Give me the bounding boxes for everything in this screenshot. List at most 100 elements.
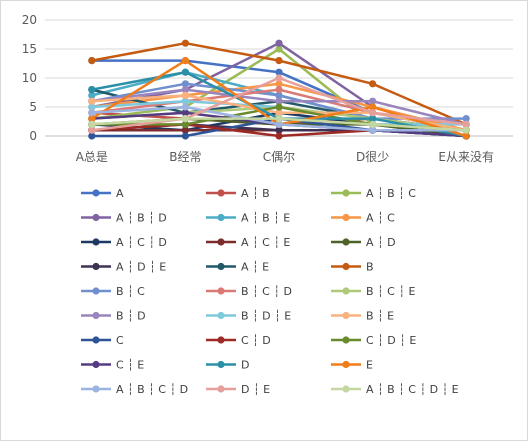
y-tick-label: 5 [29, 100, 37, 114]
y-tick-label: 20 [22, 13, 37, 27]
legend-label: A ┆ B ┆ C [366, 187, 416, 200]
legend-item: A ┆ B [206, 187, 270, 200]
data-point [369, 103, 377, 111]
legend-label: B [366, 261, 374, 274]
legend-item: A ┆ B ┆ C [331, 187, 416, 200]
series [88, 115, 470, 134]
data-point [181, 109, 189, 117]
legend-item: C ┆ E [81, 359, 144, 372]
data-point [181, 97, 189, 105]
data-point [275, 57, 283, 65]
data-point [369, 97, 377, 105]
legend-label: D [241, 359, 249, 372]
legend-label: B ┆ C ┆ E [366, 285, 415, 298]
x-axis: A总是 B经常 C偶尔 D很少 E从来没有 [76, 149, 494, 164]
data-point [88, 126, 96, 134]
legend-swatch-marker [92, 189, 100, 197]
data-point [181, 91, 189, 99]
legend-label: C ┆ E [116, 359, 144, 372]
legend-item: C ┆ D [206, 334, 271, 347]
legend-swatch-marker [342, 287, 350, 295]
legend-label: A ┆ D ┆ E [116, 261, 166, 274]
data-point [275, 74, 283, 82]
data-point [275, 132, 283, 140]
legend-label: C ┆ D ┆ E [366, 334, 416, 347]
y-tick-label: 0 [29, 129, 37, 143]
legend-item: A ┆ D ┆ E [81, 261, 166, 274]
legend: A A ┆ B A ┆ B ┆ C A ┆ B ┆ D A ┆ B ┆ E A ┆ C A … [81, 187, 459, 396]
legend-item: B ┆ E [331, 310, 394, 323]
legend-label: A ┆ B ┆ D [116, 212, 167, 225]
data-point [88, 57, 96, 65]
data-point [181, 120, 189, 128]
y-axis: 0 5 10 15 20 [22, 13, 37, 143]
legend-label: A ┆ D [366, 236, 396, 249]
data-point [369, 80, 377, 88]
legend-label: C [116, 334, 124, 347]
y-tick-label: 15 [22, 42, 37, 56]
data-point [275, 103, 283, 111]
data-point [88, 97, 96, 105]
legend-item: A ┆ C ┆ E [206, 236, 290, 249]
legend-label: A ┆ B ┆ C ┆ D [116, 383, 188, 396]
legend-item: A ┆ B ┆ C ┆ D ┆ E [331, 383, 459, 396]
legend-item: E [331, 359, 373, 372]
legend-label: A ┆ C [366, 212, 395, 225]
data-point [181, 86, 189, 94]
legend-label: A ┆ C ┆ D [116, 236, 167, 249]
legend-swatch-marker [217, 189, 225, 197]
data-point [181, 115, 189, 123]
legend-swatch-marker [342, 238, 350, 246]
legend-swatch-marker [342, 360, 350, 369]
legend-label: A ┆ B ┆ E [241, 212, 290, 225]
data-point [275, 45, 283, 53]
x-tick-label: E从来没有 [438, 149, 494, 164]
data-point [462, 132, 470, 140]
data-point [275, 80, 283, 88]
x-tick-label: D很少 [356, 150, 389, 164]
data-point [275, 115, 283, 123]
legend-item: B ┆ C ┆ D [206, 285, 292, 298]
legend-label: A ┆ C ┆ E [241, 236, 290, 249]
legend-item: B ┆ C ┆ E [331, 285, 415, 298]
x-tick-label: C偶尔 [263, 149, 295, 164]
legend-swatch-marker [92, 360, 100, 369]
legend-item: A ┆ B ┆ D [81, 212, 167, 225]
legend-swatch-marker [92, 262, 100, 271]
data-point [181, 126, 189, 134]
legend-item: A [81, 187, 124, 200]
data-point [88, 86, 96, 94]
legend-item: B ┆ C [81, 285, 145, 298]
legend-swatch-marker [217, 311, 225, 320]
series-lines [88, 39, 470, 140]
data-point [88, 132, 96, 140]
data-point [462, 115, 470, 123]
legend-swatch-marker [92, 238, 100, 246]
legend-swatch-marker [342, 385, 350, 393]
legend-label: B ┆ D ┆ E [241, 310, 291, 323]
legend-swatch-marker [342, 213, 350, 222]
legend-item: C ┆ D ┆ E [331, 334, 416, 347]
legend-swatch-marker [92, 311, 100, 320]
data-point [462, 120, 470, 128]
legend-swatch-marker [342, 311, 350, 320]
data-point [88, 120, 96, 128]
data-point [181, 39, 189, 47]
data-point [181, 68, 189, 76]
x-tick-label: B经常 [169, 150, 201, 164]
legend-swatch-marker [92, 385, 100, 393]
x-tick-label: A总是 [76, 150, 108, 164]
legend-swatch-marker [342, 336, 350, 344]
data-point [369, 115, 377, 123]
data-point [275, 97, 283, 105]
legend-item: A ┆ B ┆ C ┆ D [81, 383, 188, 396]
data-point [88, 109, 96, 117]
legend-label: A ┆ B [241, 187, 270, 200]
data-point [462, 126, 470, 134]
data-point [275, 68, 283, 76]
data-point [275, 39, 283, 47]
legend-item: A ┆ C ┆ D [81, 236, 167, 249]
data-point [369, 109, 377, 117]
legend-item: D [206, 359, 249, 372]
